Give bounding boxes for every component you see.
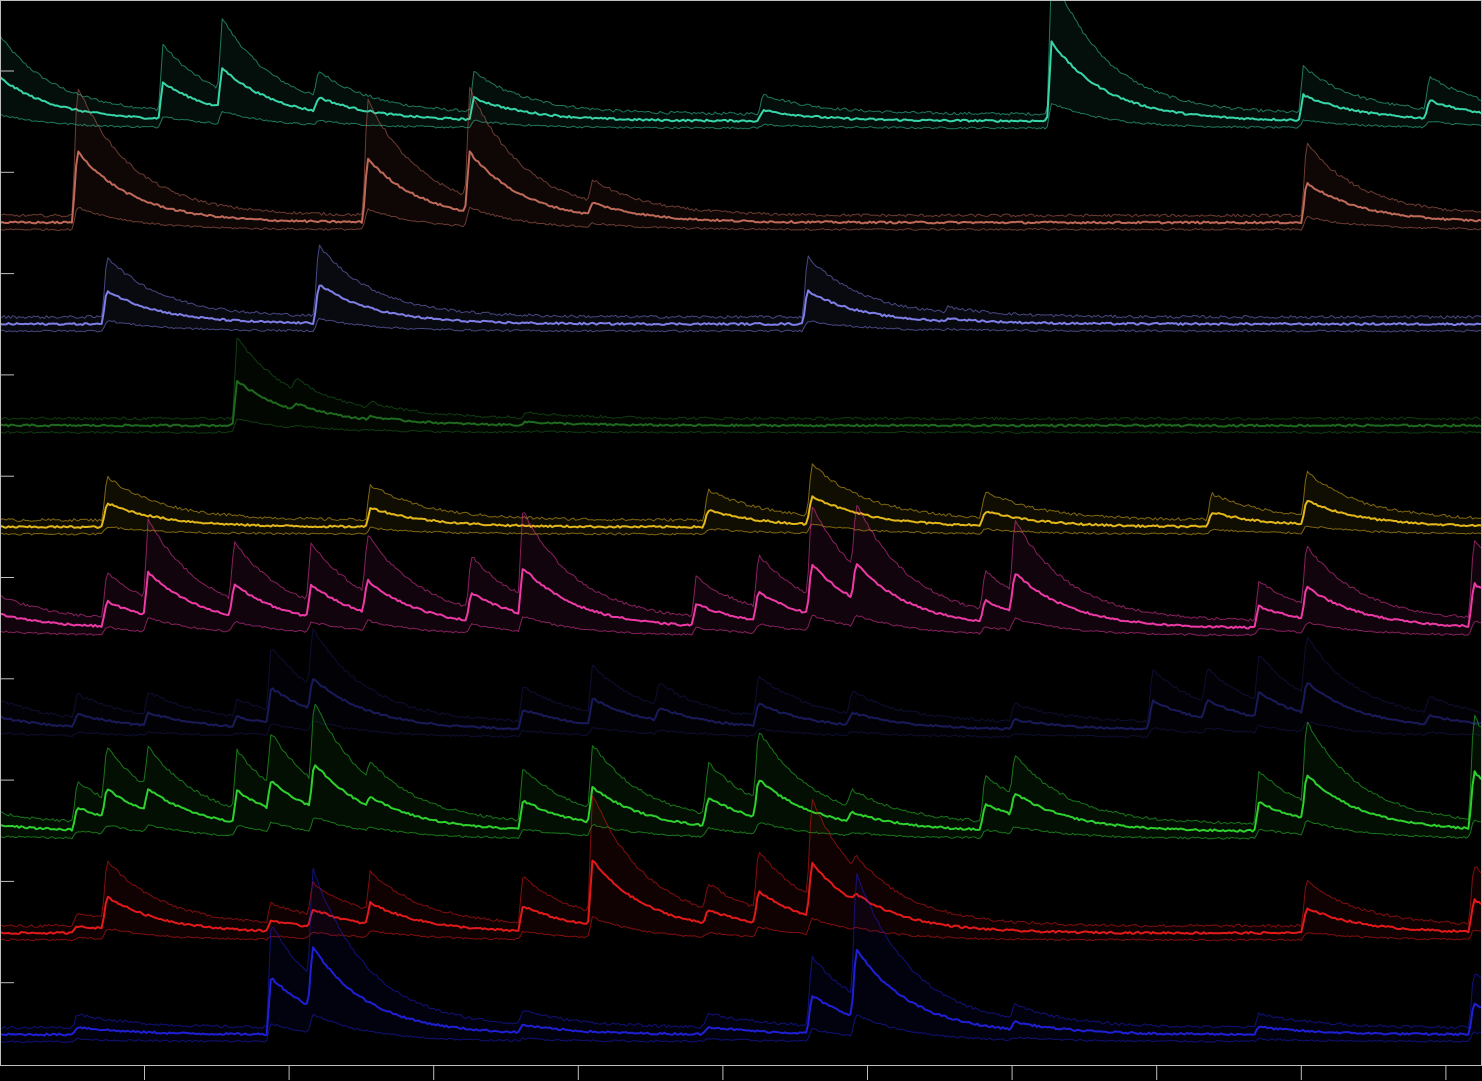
series-10-upper-line: [0, 867, 1482, 1030]
series-6-mean-line: [0, 563, 1482, 630]
series-7: [0, 628, 1482, 738]
series-5-upper-line: [0, 463, 1482, 522]
series-5-lower-line: [0, 523, 1482, 536]
series-5-band: [0, 463, 1481, 535]
series-4-mean-line: [0, 380, 1482, 428]
series-6-band: [0, 505, 1481, 636]
series-9-upper-line: [0, 795, 1482, 928]
series-10-mean-line: [0, 946, 1482, 1037]
tick-layer: [0, 70, 1447, 1080]
series-5-mean-line: [0, 495, 1482, 529]
series-8-lower-line: [0, 817, 1482, 840]
series-8-upper-line: [0, 703, 1482, 826]
series-8-band: [0, 704, 1481, 840]
series-1-mean-line: [0, 40, 1482, 123]
series-9: [0, 795, 1482, 942]
series-3-lower-line: [0, 317, 1481, 333]
series-2-upper-line: [0, 86, 1481, 218]
series-2-lower-line: [0, 206, 1482, 231]
series-8: [0, 703, 1482, 840]
series-4-upper-line: [0, 337, 1482, 421]
series-10: [0, 867, 1482, 1043]
series-6: [0, 505, 1482, 637]
series-6-upper-line: [0, 505, 1482, 622]
series-3: [0, 244, 1482, 333]
series-2-band: [0, 87, 1481, 231]
series-4-band: [0, 338, 1481, 434]
series-9-lower-line: [0, 916, 1482, 942]
series-3-upper-line: [0, 244, 1482, 319]
series-5: [0, 463, 1482, 536]
series-8-mean-line: [0, 764, 1482, 833]
series-1: [0, 0, 1482, 130]
series-7-lower-line: [0, 720, 1482, 738]
series-2-mean-line: [0, 150, 1482, 225]
series-layer: [0, 0, 1482, 1043]
series-4: [0, 337, 1482, 434]
series-9-mean-line: [0, 859, 1482, 935]
series-7-mean-line: [0, 678, 1482, 731]
series-1-band: [0, 0, 1481, 129]
series-1-lower-line: [0, 103, 1482, 130]
series-4-lower-line: [0, 418, 1482, 434]
series-6-lower-line: [0, 614, 1482, 637]
series-2: [0, 86, 1482, 231]
series-1-upper-line: [0, 0, 1482, 116]
series-3-band: [0, 245, 1481, 332]
series-7-upper-line: [0, 628, 1482, 724]
series-3-mean-line: [0, 284, 1482, 326]
series-10-band: [0, 868, 1481, 1043]
series-10-lower-line: [0, 1014, 1482, 1043]
